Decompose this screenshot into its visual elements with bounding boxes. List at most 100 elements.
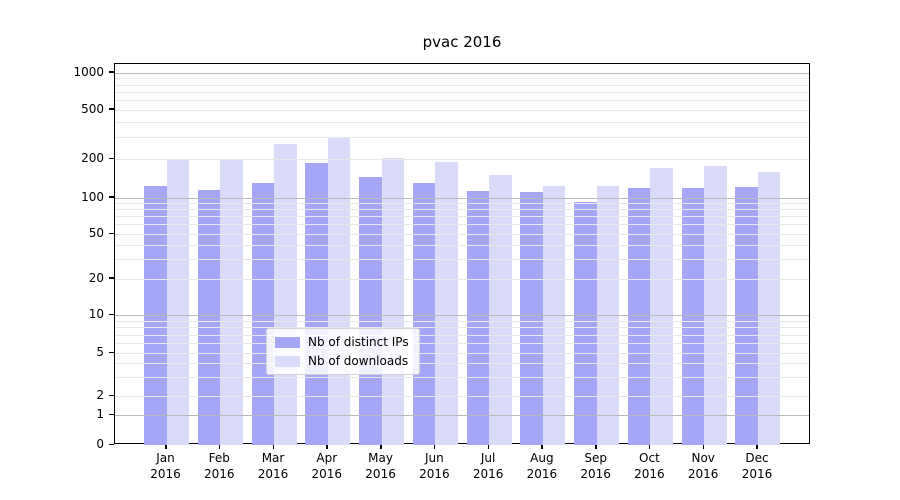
- y-tick-label: 2: [96, 388, 104, 402]
- gridline-minor: [115, 216, 809, 218]
- y-tick-label: 200: [81, 151, 104, 166]
- y-tick-label: 10: [88, 307, 104, 321]
- gridline-minor: [115, 109, 809, 111]
- gridline-minor: [115, 363, 809, 365]
- y-tick: [109, 71, 114, 73]
- gridline-minor: [115, 396, 809, 397]
- legend-row: Nb of downloads: [275, 354, 409, 368]
- x-tick-label: Jul 2016: [472, 451, 504, 481]
- gridline-major: [115, 415, 809, 416]
- gridline-minor: [115, 84, 809, 86]
- y-tick-label: 5: [96, 345, 104, 359]
- bar-distinct-ips: [466, 190, 490, 445]
- y-tick: [109, 313, 114, 315]
- x-tick: [756, 444, 758, 449]
- bar-downloads: [650, 168, 673, 445]
- gridline-minor: [115, 343, 809, 344]
- gridline-major: [115, 197, 809, 199]
- x-tick-label: Dec 2016: [741, 451, 773, 481]
- bar-downloads: [381, 157, 405, 445]
- y-tick-label: 100: [81, 189, 104, 204]
- bar-downloads: [757, 172, 781, 445]
- bar-distinct-ips: [197, 189, 221, 445]
- y-tick-label: 500: [81, 101, 104, 116]
- gridline-minor: [115, 244, 809, 246]
- gridline-minor: [115, 278, 809, 280]
- gridline-minor: [115, 258, 809, 260]
- x-tick: [595, 444, 597, 449]
- x-tick: [648, 444, 651, 449]
- bar-distinct-ips: [412, 182, 436, 445]
- bar-downloads: [166, 158, 189, 445]
- legend: Nb of distinct IPs Nb of downloads: [266, 328, 420, 375]
- chart-title: pvac 2016: [422, 33, 502, 51]
- gridline-minor: [115, 353, 809, 354]
- gridline-minor: [115, 320, 809, 322]
- bar-distinct-ips: [305, 162, 328, 445]
- gridline-minor: [115, 224, 809, 226]
- x-tick: [702, 444, 705, 449]
- bar-distinct-ips: [359, 177, 382, 445]
- bar-distinct-ips: [520, 191, 543, 445]
- plot-area: [114, 63, 810, 445]
- gridline-minor: [115, 376, 809, 378]
- x-tick: [380, 444, 382, 449]
- y-tick: [109, 277, 114, 279]
- bar-downloads: [327, 137, 351, 445]
- y-tick: [109, 108, 114, 110]
- x-tick: [487, 444, 490, 449]
- x-tick-label: Feb 2016: [203, 451, 235, 481]
- legend-label: Nb of downloads: [308, 354, 409, 368]
- y-tick: [109, 443, 114, 445]
- x-tick-label: Oct 2016: [634, 451, 665, 481]
- y-tick-label: 1000: [73, 64, 104, 79]
- x-tick-label: Jun 2016: [419, 451, 450, 481]
- gridline-minor: [115, 209, 809, 211]
- bar-downloads: [220, 158, 243, 445]
- x-tick-label: Nov 2016: [687, 451, 719, 481]
- bar-distinct-ips: [574, 201, 597, 445]
- x-tick-label: May 2016: [365, 451, 396, 481]
- bar-distinct-ips: [681, 188, 705, 445]
- y-tick: [109, 196, 114, 198]
- gridline-minor: [115, 327, 809, 329]
- gridline-minor: [115, 78, 809, 80]
- x-tick-label: Apr 2016: [311, 451, 343, 481]
- bar-downloads: [435, 162, 458, 445]
- y-tick-label: 50: [88, 226, 104, 240]
- legend-row: Nb of distinct IPs: [275, 335, 409, 349]
- legend-label: Nb of distinct IPs: [308, 335, 409, 349]
- bar-downloads: [274, 144, 297, 445]
- bar-distinct-ips: [251, 182, 275, 445]
- y-tick: [109, 232, 114, 234]
- x-tick: [433, 444, 436, 449]
- gridline-minor: [115, 334, 809, 336]
- gridline-minor: [115, 121, 809, 123]
- y-tick: [109, 413, 114, 415]
- legend-swatch-distinct-ips: [275, 336, 300, 348]
- y-tick: [109, 351, 114, 353]
- x-tick: [165, 444, 167, 449]
- legend-swatch-downloads: [275, 355, 300, 367]
- bar-distinct-ips: [735, 187, 758, 445]
- x-tick-label: Jan 2016: [150, 451, 181, 481]
- gridline-minor: [115, 137, 809, 139]
- x-tick-label: Mar 2016: [257, 451, 289, 481]
- gridline-major: [115, 72, 809, 74]
- x-tick-label: Aug 2016: [526, 451, 558, 481]
- bar-distinct-ips: [627, 188, 651, 445]
- x-tick: [541, 444, 543, 449]
- y-tick-label: 20: [88, 270, 104, 285]
- gridline-minor: [115, 99, 809, 101]
- bar-downloads: [704, 166, 727, 445]
- x-tick: [218, 444, 221, 449]
- gridline-minor: [115, 91, 809, 93]
- gridline-minor: [115, 203, 809, 205]
- y-tick: [109, 394, 114, 396]
- y-tick: [109, 157, 114, 160]
- x-tick: [326, 444, 328, 449]
- y-tick-label: 1: [96, 407, 104, 421]
- x-tick-label: Sep 2016: [580, 451, 611, 481]
- x-tick: [272, 444, 275, 449]
